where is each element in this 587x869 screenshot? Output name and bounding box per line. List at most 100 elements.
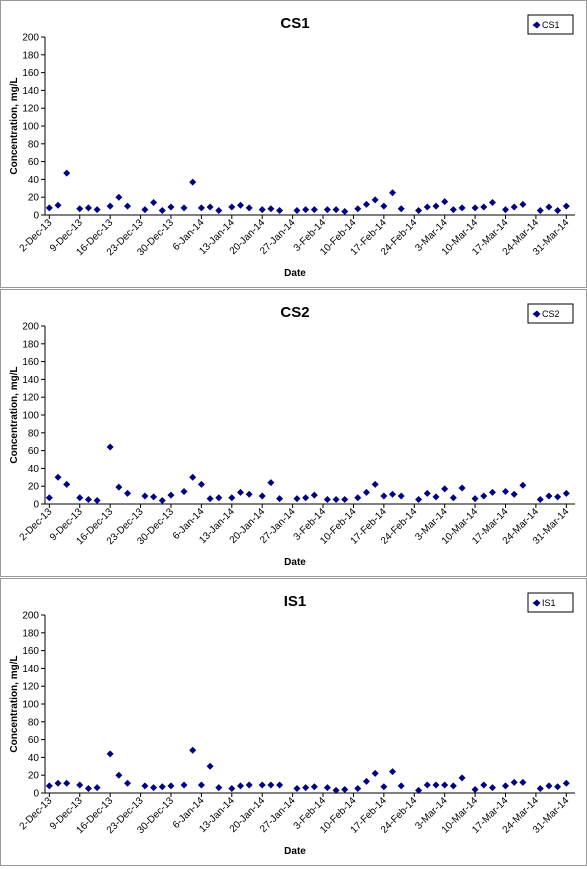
- data-point: [158, 496, 166, 504]
- data-point: [158, 783, 166, 791]
- data-point: [354, 785, 362, 793]
- legend: CS2: [527, 303, 574, 324]
- data-point: [63, 169, 71, 177]
- legend-marker: [532, 599, 541, 607]
- y-axis-label: Concentration, mg/L: [9, 77, 20, 174]
- data-point: [323, 206, 331, 214]
- data-point: [115, 483, 123, 491]
- legend-label: CS2: [542, 309, 560, 319]
- data-point: [63, 480, 71, 488]
- chart-title: CS1: [280, 15, 309, 32]
- data-point: [258, 206, 266, 214]
- data-point: [397, 492, 405, 500]
- data-point: [562, 779, 570, 787]
- data-point: [197, 480, 205, 488]
- data-point: [76, 781, 84, 789]
- data-point: [519, 200, 527, 208]
- data-point: [354, 494, 362, 502]
- data-point: [293, 785, 301, 793]
- panel-frame: [0, 289, 587, 577]
- data-point: [488, 199, 496, 207]
- y-tick-label: 20: [28, 482, 40, 493]
- data-point: [167, 782, 175, 790]
- data-point: [84, 496, 92, 504]
- y-tick-label: 180: [22, 50, 39, 61]
- data-point: [276, 207, 284, 215]
- data-point: [141, 206, 149, 214]
- data-point: [380, 783, 388, 791]
- data-point: [215, 207, 223, 215]
- y-tick-label: 100: [22, 122, 39, 133]
- data-point: [432, 493, 440, 501]
- data-point: [228, 785, 236, 793]
- legend-box: [527, 592, 574, 613]
- data-point: [362, 200, 370, 208]
- y-tick-label: 140: [22, 375, 39, 386]
- data-point: [215, 784, 223, 792]
- data-point: [415, 496, 423, 504]
- chart-panel: CS10204060801001201401601802002-Dec-139-…: [0, 0, 587, 288]
- data-point: [501, 782, 509, 790]
- data-point: [115, 771, 123, 779]
- data-point: [389, 490, 397, 498]
- data-point: [341, 207, 349, 215]
- data-point: [432, 781, 440, 789]
- data-point: [267, 781, 275, 789]
- y-tick-label: 160: [22, 646, 39, 657]
- y-tick-label: 80: [28, 428, 40, 439]
- data-point: [228, 494, 236, 502]
- data-point: [510, 203, 518, 211]
- data-point: [215, 494, 223, 502]
- data-point: [93, 784, 101, 792]
- y-tick-label: 40: [28, 175, 40, 186]
- y-tick-label: 120: [22, 104, 39, 115]
- data-point: [545, 492, 553, 500]
- y-tick-label: 0: [33, 789, 39, 800]
- data-point: [397, 205, 405, 213]
- data-point: [245, 204, 253, 212]
- y-axis-label: Concentration, mg/L: [9, 655, 20, 752]
- data-point: [167, 203, 175, 211]
- y-tick-label: 120: [22, 682, 39, 693]
- data-point: [180, 781, 188, 789]
- data-point: [84, 785, 92, 793]
- data-point: [323, 496, 331, 504]
- data-point: [536, 496, 544, 504]
- data-point: [189, 473, 197, 481]
- data-point: [480, 492, 488, 500]
- data-point: [554, 493, 562, 501]
- data-point: [545, 203, 553, 211]
- data-point: [245, 490, 253, 498]
- data-point: [106, 202, 114, 210]
- y-tick-label: 160: [22, 68, 39, 79]
- data-point: [267, 479, 275, 487]
- data-point: [45, 204, 53, 212]
- data-point: [371, 196, 379, 204]
- data-point: [310, 783, 318, 791]
- y-tick-label: 160: [22, 357, 39, 368]
- data-point: [310, 491, 318, 499]
- data-point: [380, 202, 388, 210]
- data-point: [293, 495, 301, 503]
- data-point: [84, 204, 92, 212]
- data-point: [332, 786, 340, 794]
- y-tick-label: 0: [33, 500, 39, 511]
- y-tick-label: 100: [22, 411, 39, 422]
- data-point: [236, 201, 244, 209]
- y-tick-label: 20: [28, 193, 40, 204]
- data-point: [189, 746, 197, 754]
- legend-marker: [532, 310, 541, 318]
- y-tick-label: 20: [28, 771, 40, 782]
- data-point: [510, 490, 518, 498]
- data-point: [236, 782, 244, 790]
- data-point: [167, 491, 175, 499]
- data-point: [76, 494, 84, 502]
- data-point: [141, 492, 149, 500]
- data-point: [258, 781, 266, 789]
- data-point: [471, 204, 479, 212]
- y-tick-label: 180: [22, 628, 39, 639]
- data-point: [519, 481, 527, 489]
- data-point: [124, 489, 132, 497]
- data-point: [354, 205, 362, 213]
